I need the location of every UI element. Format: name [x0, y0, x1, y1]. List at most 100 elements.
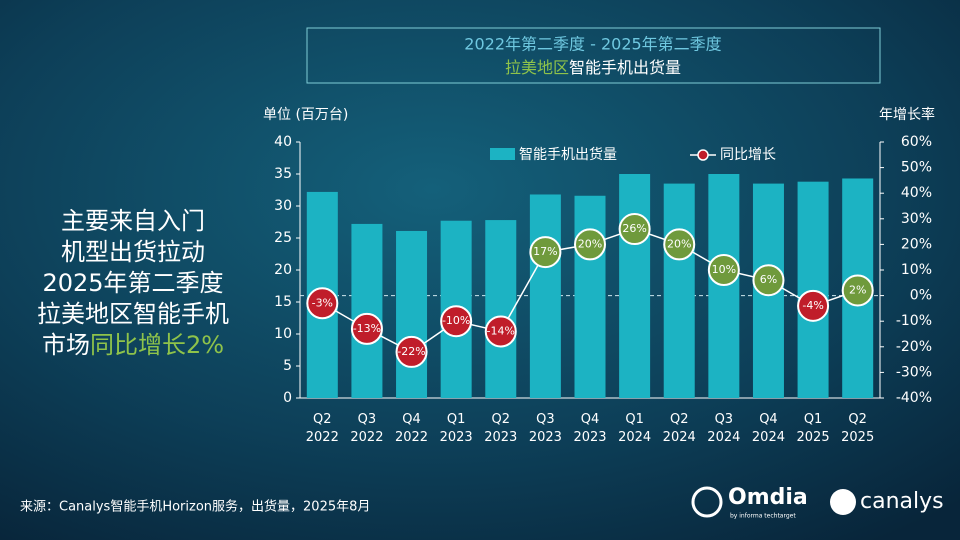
growth-marker	[484, 315, 517, 348]
x-tick-year: 2023	[529, 430, 562, 445]
legend-marker	[697, 149, 709, 161]
x-tick-quarter: Q4	[759, 412, 778, 427]
x-tick-year: 2024	[752, 430, 785, 445]
bar	[396, 230, 428, 398]
growth-marker	[707, 254, 740, 286]
canalys-icon	[830, 489, 856, 515]
growth-marker	[841, 274, 874, 307]
growth-label: 17%	[533, 245, 557, 258]
y-tick-label: 5	[283, 358, 292, 374]
y2-axis-title: 年增长率	[879, 106, 935, 123]
x-tick-label: Q2 2025	[841, 412, 874, 445]
x-tick-year: 2025	[797, 430, 830, 445]
growth-label: -22%	[397, 345, 425, 358]
bar	[574, 195, 606, 398]
bar	[485, 220, 517, 398]
growth-marker	[395, 335, 428, 368]
logo-omdia-sub: by informa techtarget	[730, 513, 796, 520]
y-axis-title: 单位 (百万台)	[263, 107, 348, 123]
x-tick-year: 2024	[618, 430, 651, 445]
x-tick-label: Q4 2023	[573, 412, 606, 445]
y2-tick-label: -30%	[896, 364, 932, 380]
y2-tick-label: -40%	[896, 390, 932, 406]
y2-tick-label: 30%	[901, 211, 932, 227]
growth-label: 6%	[760, 273, 777, 286]
growth-label: -14%	[487, 324, 515, 337]
y-tick-label: 40	[274, 134, 292, 150]
x-tick-label: Q1 2023	[440, 412, 473, 445]
growth-label: -4%	[802, 299, 823, 312]
bar	[529, 194, 561, 398]
x-tick-quarter: Q3	[715, 412, 734, 427]
x-tick-quarter: Q1	[447, 412, 466, 427]
x-tick-label: Q2 2022	[306, 412, 339, 445]
x-tick-year: 2022	[395, 430, 428, 445]
x-tick-quarter: Q1	[625, 412, 644, 427]
x-tick-year: 2023	[484, 430, 517, 445]
bar	[663, 183, 695, 398]
x-tick-label: Q3 2023	[529, 412, 562, 445]
x-tick-year: 2022	[306, 430, 339, 445]
x-tick-year: 2024	[707, 430, 740, 445]
bar	[351, 223, 383, 398]
y2-tick-label: 50%	[901, 160, 932, 176]
x-tick-year: 2023	[440, 430, 473, 445]
title-rest: 智能手机出货量	[569, 58, 681, 77]
growth-marker	[618, 213, 651, 246]
x-tick-label: Q2 2024	[663, 412, 696, 445]
x-tick-quarter: Q3	[358, 412, 377, 427]
title-highlight: 拉美地区	[505, 58, 569, 77]
callout-text: 市场	[42, 331, 90, 359]
x-tick-label: Q4 2024	[752, 412, 785, 445]
legend-label: 同比增长	[720, 147, 776, 163]
growth-label: 10%	[712, 263, 736, 276]
x-tick-quarter: Q2	[313, 412, 332, 427]
y-tick-label: 35	[274, 166, 292, 182]
logo-omdia: Omdia	[728, 485, 808, 510]
y-tick-label: 0	[283, 390, 292, 406]
x-tick-label: Q1 2025	[797, 412, 830, 445]
callout-line: 拉美地区智能手机	[37, 300, 229, 328]
y2-tick-label: -10%	[896, 313, 932, 329]
growth-label: -13%	[353, 322, 381, 335]
x-tick-label: Q4 2022	[395, 412, 428, 445]
y2-tick-label: 10%	[901, 262, 932, 278]
growth-label: 20%	[667, 237, 691, 250]
growth-marker	[350, 312, 383, 345]
callout-line: 机型出货拉动	[61, 238, 205, 266]
growth-marker	[797, 289, 830, 322]
y-tick-label: 10	[274, 326, 292, 342]
x-tick-year: 2025	[841, 430, 874, 445]
y-tick-label: 30	[274, 198, 292, 214]
callout-line: 市场同比增长2%	[42, 331, 224, 359]
logo-canalys: canalys	[860, 489, 944, 514]
x-tick-label: Q2 2023	[484, 412, 517, 445]
x-tick-year: 2022	[350, 430, 383, 445]
y2-tick-label: 60%	[901, 134, 932, 150]
x-tick-quarter: Q4	[402, 412, 421, 427]
callout-line: 2025年第二季度	[42, 269, 223, 297]
title-line2: 拉美地区智能手机出货量	[505, 58, 681, 77]
x-tick-quarter: Q4	[581, 412, 600, 427]
growth-marker	[574, 228, 606, 261]
omdia-icon	[691, 486, 723, 518]
growth-label: 26%	[622, 222, 646, 235]
x-tick-quarter: Q1	[804, 412, 823, 427]
y2-tick-label: 0%	[910, 288, 932, 304]
bar	[619, 174, 651, 398]
x-tick-quarter: Q3	[536, 412, 555, 427]
y2-tick-label: 20%	[901, 236, 932, 252]
title-box	[306, 27, 881, 84]
y-tick-label: 25	[274, 230, 292, 246]
growth-label: 2%	[849, 283, 866, 296]
legend-swatch	[490, 148, 515, 160]
growth-marker	[752, 264, 785, 297]
y2-tick-label: 40%	[901, 185, 932, 201]
x-tick-label: Q3 2024	[707, 412, 740, 445]
growth-label: -3%	[312, 296, 333, 309]
callout-highlight: 同比增长2%	[90, 331, 224, 359]
growth-marker	[663, 228, 696, 261]
y2-tick-label: -20%	[896, 339, 932, 355]
